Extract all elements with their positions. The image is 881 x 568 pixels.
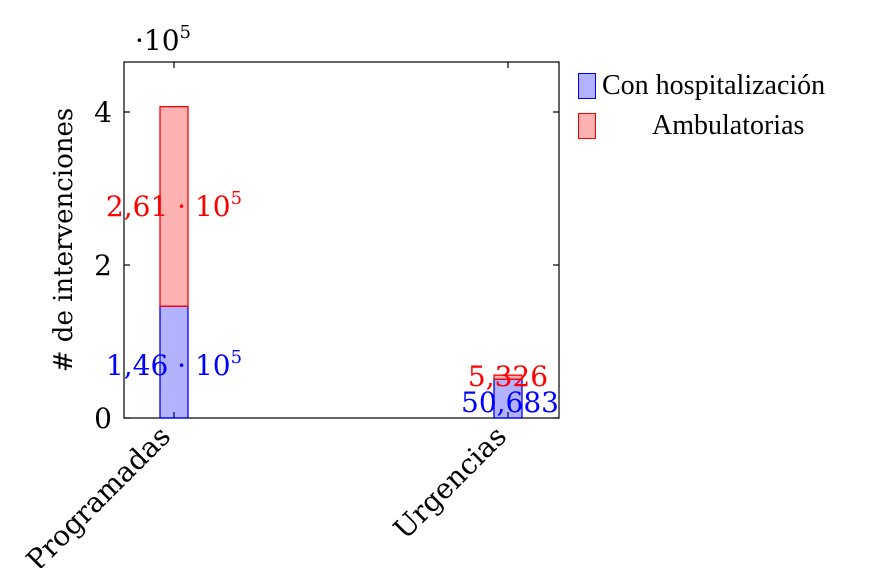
data-label: 1,46 · 105: [106, 347, 242, 382]
y-scale-base: ·10: [135, 24, 180, 57]
data-labels: 1,46 · 105 50,683 2,61 · 105 5,326: [106, 188, 559, 419]
data-label: 2,61 · 105: [106, 188, 242, 223]
x-tick-label-urgencias: Urgencias: [387, 420, 513, 546]
legend-item-con-hospitalizacion: Con hospitalización: [578, 66, 878, 106]
x-tick-label-programadas: Programadas: [20, 420, 177, 568]
legend-swatch-red: [578, 113, 596, 139]
plot-frame: [123, 61, 560, 419]
axis-ticks: 0 2 4: [94, 62, 559, 435]
y-scale-label: ·105: [135, 22, 191, 57]
y-tick-label: 2: [94, 249, 112, 282]
legend-item-ambulatorias: Ambulatorias: [578, 106, 878, 146]
legend-swatch-blue: [578, 73, 596, 99]
y-scale-exponent: 5: [180, 22, 191, 43]
data-label: 5,326: [468, 360, 548, 393]
bar-urgencias-ambulatorias: [493, 374, 523, 380]
legend-label: Con hospitalización: [602, 70, 826, 101]
y-tick-label: 4: [94, 96, 112, 129]
legend: Con hospitalización Ambulatorias: [578, 66, 878, 146]
bar-programadas-ambulatorias: [159, 105, 189, 307]
legend-label: Ambulatorias: [652, 110, 805, 141]
data-label: 50,683: [461, 386, 559, 419]
y-tick-label: 0: [94, 402, 112, 435]
bars: [159, 105, 523, 419]
y-axis-label: # de intervenciones: [49, 108, 79, 373]
